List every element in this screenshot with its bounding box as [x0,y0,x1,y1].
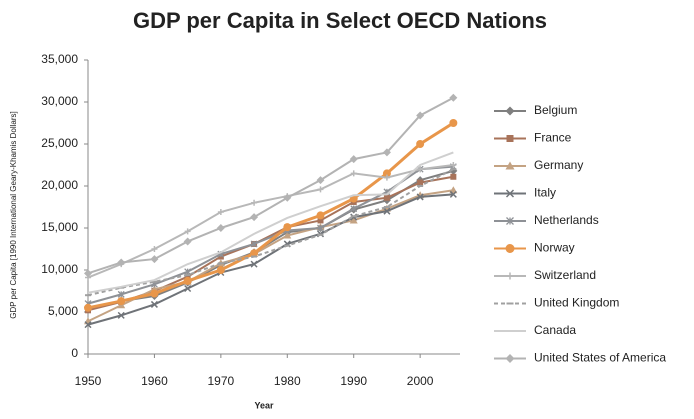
marker [417,166,424,173]
marker [84,269,92,278]
marker [350,170,357,177]
marker [382,169,391,178]
marker [117,297,126,306]
marker [250,213,259,222]
legend-label: Italy [534,186,556,200]
marker [450,173,457,180]
series-line [87,121,455,310]
marker [84,303,92,312]
x-tick-label: 1980 [274,374,301,388]
x-tick-label: 1960 [141,374,168,388]
marker [383,194,390,201]
marker [449,190,457,198]
marker [450,162,457,168]
marker [417,179,424,186]
y-tick-label: 0 [71,346,78,360]
legend-label: Norway [534,241,575,255]
marker [449,93,458,102]
series-line [87,96,454,275]
marker [183,276,192,285]
legend-label: Netherlands [534,213,599,227]
marker [184,228,191,235]
marker [217,209,224,216]
marker [316,211,325,220]
legend-marker [505,189,515,198]
y-tick-label: 25,000 [41,136,78,150]
marker [184,268,192,276]
legend-label: Switzerland [534,268,596,282]
marker [382,148,391,157]
legend-label: United Kingdom [534,296,619,310]
marker [216,224,225,232]
series-line [87,169,454,309]
marker [183,237,192,246]
y-tick-label: 35,000 [41,52,78,66]
x-tick-label: 1970 [208,374,235,388]
y-tick-label: 15,000 [41,220,78,234]
chart-title: GDP per Capita in Select OECD Nations [133,8,547,33]
marker [449,119,458,127]
x-tick-label: 1950 [75,374,102,388]
x-tick-label: 1990 [340,374,367,388]
series-line [87,175,454,312]
series-line [87,164,454,279]
legend-marker [505,161,515,170]
marker [250,260,258,268]
marker [250,240,258,248]
marker [416,193,424,201]
series-line [87,193,454,326]
legend-label: United States of America [534,351,666,365]
marker [251,199,258,206]
marker [117,311,125,319]
legend-marker [506,217,514,225]
marker [350,205,358,213]
marker [184,273,191,280]
marker [216,266,225,274]
legend-label: Belgium [534,103,577,117]
marker [317,186,324,193]
marker [349,155,358,164]
marker [416,111,425,120]
y-tick-label: 20,000 [41,178,78,192]
marker [117,290,125,298]
marker [383,174,390,181]
marker [283,223,292,232]
marker [250,249,259,258]
marker [150,255,159,264]
marker [151,246,158,252]
series-line [87,165,454,305]
legend-marker [505,244,515,253]
marker [416,140,425,148]
marker [84,321,92,329]
x-axis-label: Year [254,400,274,410]
marker [316,176,325,185]
marker [184,284,192,293]
marker [383,207,391,215]
legend-label: Germany [534,158,583,172]
marker [283,231,292,239]
legend-marker [505,354,515,363]
marker [117,258,126,267]
y-tick-label: 10,000 [41,262,78,276]
marker [317,217,324,224]
x-tick-label: 2000 [407,374,434,388]
marker [317,224,324,232]
series-line [87,189,454,323]
marker [349,216,358,224]
series-line [87,168,454,297]
y-tick-label: 30,000 [41,94,78,108]
legend-marker [506,135,514,142]
series-line [87,151,454,294]
legend-marker [506,272,514,280]
legend-label: Canada [534,323,576,337]
y-tick-label: 5,000 [48,304,78,318]
marker [150,300,158,308]
marker [283,193,292,202]
legend-label: France [534,131,572,145]
legend-marker [505,106,515,116]
marker [150,289,159,298]
y-axis-label: GDP per Capita [1990 International Geary… [9,111,18,319]
